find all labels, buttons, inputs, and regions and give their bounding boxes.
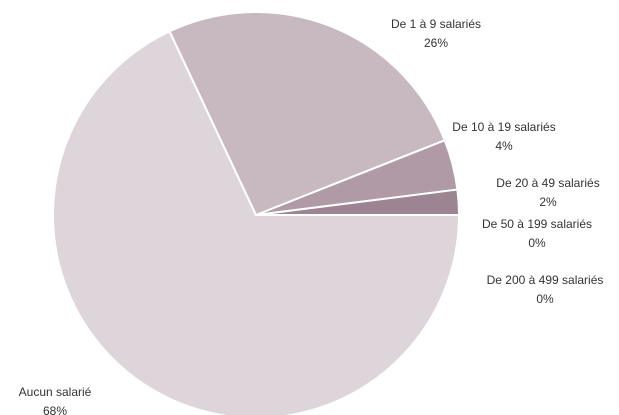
slice-label: De 50 à 199 salariés (482, 217, 592, 231)
slice-value-label: 26% (424, 36, 448, 50)
slice-label: De 10 à 19 salariés (452, 120, 555, 134)
pie-slice (52, 29, 461, 415)
slice-label: Aucun salarié (19, 385, 92, 399)
slice-label: De 20 à 49 salariés (496, 176, 599, 190)
pie-slice (168, 11, 447, 217)
slice-label: De 200 à 499 salariés (487, 273, 604, 287)
slice-label: De 1 à 9 salariés (391, 17, 481, 31)
slice-value-label: 4% (495, 139, 513, 153)
slice-value-label: 2% (539, 195, 557, 209)
slice-value-label: 0% (528, 236, 546, 250)
slice-value-label: 68% (43, 404, 67, 415)
slice-value-label: 0% (536, 292, 554, 306)
